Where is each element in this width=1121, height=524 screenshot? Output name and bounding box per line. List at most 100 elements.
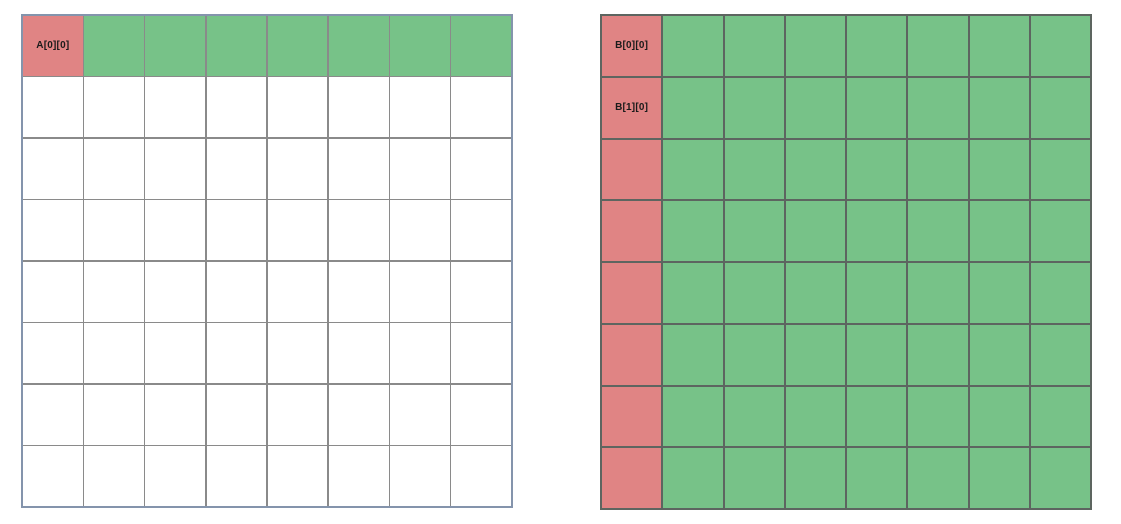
cell-b-2-4	[847, 139, 907, 200]
cell-b-4-3	[785, 263, 845, 323]
cell-b-6-5	[908, 386, 968, 447]
cell-a-3-1	[84, 200, 144, 261]
cell-b-7-1	[663, 448, 723, 508]
cell-a-6-7	[451, 384, 511, 445]
cell-b-1-5	[908, 77, 968, 138]
cell-b-2-7	[1030, 139, 1090, 200]
cell-b-5-1	[663, 324, 723, 385]
cell-a-7-5	[328, 446, 389, 506]
cell-b-6-7	[1030, 386, 1090, 447]
cell-a-2-1	[84, 138, 144, 199]
cell-a-6-2	[145, 384, 206, 445]
cell-a-1-1	[84, 77, 144, 138]
cell-b-6-0	[602, 386, 662, 447]
cell-b-6-1	[663, 386, 723, 447]
cell-b-6-2	[724, 386, 784, 447]
cell-a-7-7	[451, 446, 511, 506]
cell-label-a-0-0: A[0][0]	[36, 40, 70, 52]
cell-b-7-6	[969, 448, 1029, 508]
cell-label-b-1-0: B[1][0]	[615, 102, 649, 114]
cell-a-2-5	[328, 138, 389, 199]
cell-a-6-6	[390, 384, 450, 445]
cell-b-3-1	[663, 201, 723, 261]
cell-b-4-2	[724, 263, 784, 323]
matrix-b-grid: B[0][0] B[1][0]	[600, 14, 1092, 510]
cell-b-7-2	[724, 448, 784, 508]
cell-a-5-5	[328, 323, 389, 384]
cell-a-6-3	[206, 384, 267, 445]
cell-b-1-7	[1030, 77, 1090, 138]
cell-b-0-2	[724, 16, 784, 76]
cell-a-0-6	[390, 16, 450, 76]
cell-a-1-0	[23, 77, 83, 138]
cell-b-5-3	[785, 324, 845, 385]
cell-b-3-3	[785, 201, 845, 261]
cell-b-1-4	[847, 77, 907, 138]
cell-a-4-4	[267, 261, 328, 322]
matrix-a-grid: A[0][0]	[21, 14, 513, 508]
cell-b-3-6	[969, 201, 1029, 261]
cell-b-5-2	[724, 324, 784, 385]
cell-b-6-6	[969, 386, 1029, 447]
cell-b-7-0	[602, 448, 662, 508]
cell-b-2-2	[724, 139, 784, 200]
cell-a-6-1	[84, 384, 144, 445]
cell-b-3-4	[847, 201, 907, 261]
cell-b-4-6	[969, 263, 1029, 323]
cell-b-5-4	[847, 324, 907, 385]
cell-a-4-2	[145, 261, 206, 322]
cell-b-0-0: B[0][0]	[602, 16, 662, 76]
cell-b-5-0	[602, 324, 662, 385]
cell-b-2-3	[785, 139, 845, 200]
cell-a-2-4	[267, 138, 328, 199]
cell-a-1-4	[267, 77, 328, 138]
cell-a-3-7	[451, 200, 511, 261]
cell-b-3-0	[602, 201, 662, 261]
cell-b-5-5	[908, 324, 968, 385]
cell-a-3-4	[267, 200, 328, 261]
cell-a-5-7	[451, 323, 511, 384]
cell-a-2-2	[145, 138, 206, 199]
cell-a-3-0	[23, 200, 83, 261]
cell-a-4-5	[328, 261, 389, 322]
cell-a-0-1	[84, 16, 144, 76]
cell-b-2-1	[663, 139, 723, 200]
cell-a-1-3	[206, 77, 267, 138]
cell-b-5-7	[1030, 324, 1090, 385]
cell-b-7-4	[847, 448, 907, 508]
cell-b-1-0: B[1][0]	[602, 77, 662, 138]
cell-a-7-4	[267, 446, 328, 506]
cell-a-7-3	[206, 446, 267, 506]
cell-a-1-7	[451, 77, 511, 138]
cell-a-4-3	[206, 261, 267, 322]
cell-a-0-7	[451, 16, 511, 76]
cell-a-6-0	[23, 384, 83, 445]
cell-b-2-0	[602, 139, 662, 200]
cell-b-1-6	[969, 77, 1029, 138]
cell-a-3-5	[328, 200, 389, 261]
cell-b-5-6	[969, 324, 1029, 385]
cell-b-0-6	[969, 16, 1029, 76]
cell-b-7-5	[908, 448, 968, 508]
cell-b-0-5	[908, 16, 968, 76]
cell-a-0-5	[328, 16, 389, 76]
cell-b-0-4	[847, 16, 907, 76]
cell-b-4-0	[602, 263, 662, 323]
cell-a-5-0	[23, 323, 83, 384]
cell-a-5-4	[267, 323, 328, 384]
cell-a-0-2	[145, 16, 206, 76]
cell-b-1-1	[663, 77, 723, 138]
cell-a-3-2	[145, 200, 206, 261]
cell-a-2-6	[390, 138, 450, 199]
cell-a-7-2	[145, 446, 206, 506]
cell-b-0-3	[785, 16, 845, 76]
cell-a-7-1	[84, 446, 144, 506]
cell-a-2-0	[23, 138, 83, 199]
cell-b-1-2	[724, 77, 784, 138]
cell-a-6-5	[328, 384, 389, 445]
cell-a-0-0: A[0][0]	[23, 16, 83, 76]
cell-a-4-6	[390, 261, 450, 322]
cell-a-4-7	[451, 261, 511, 322]
cell-a-2-7	[451, 138, 511, 199]
